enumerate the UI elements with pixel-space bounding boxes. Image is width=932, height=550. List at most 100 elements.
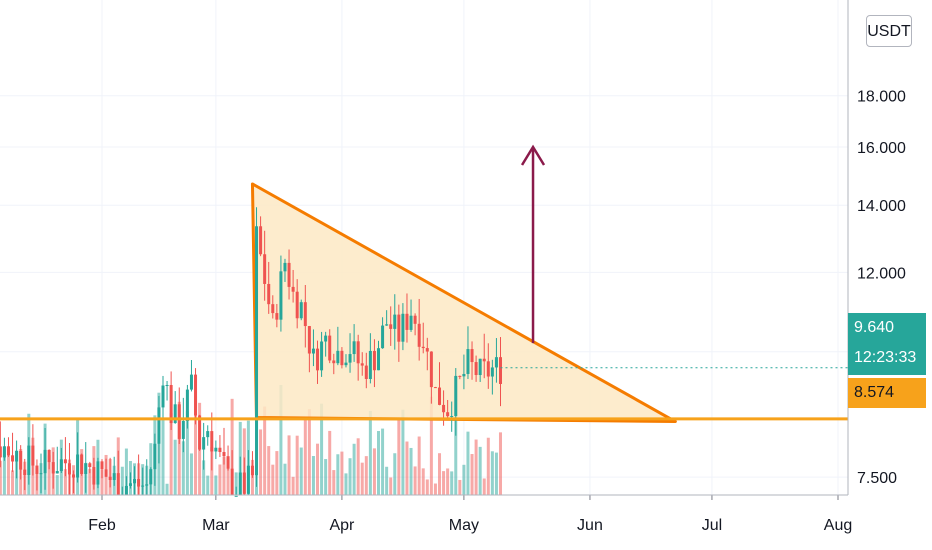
candle [177,387,181,445]
candle [462,354,466,390]
candle [92,457,96,490]
volume-bar [124,448,128,495]
volume-bar [377,431,381,495]
candle [84,442,88,493]
volume-bar [88,469,92,495]
candle [356,334,360,381]
volume-bar [320,403,324,495]
volume-bar [486,437,490,495]
volume-bar [259,429,263,495]
target-arrow-head [520,144,546,166]
volume-bar [446,468,450,495]
volume-bar [210,447,214,495]
volume-bar [311,456,315,495]
candle [450,401,454,432]
candle [104,458,108,477]
candle [198,414,202,451]
candle [324,331,328,357]
candle [116,450,120,495]
candle [185,384,189,429]
candle [51,451,55,489]
candle [128,472,132,489]
candle [145,459,149,495]
volume-bar [263,406,267,495]
currency-badge[interactable]: USDT [866,15,912,47]
candle [206,425,210,446]
candle [59,447,63,474]
volume-bar [11,470,15,495]
candle [161,375,165,418]
y-tick-label: 14.000 [857,198,906,215]
candle [486,343,490,389]
candle [80,453,84,476]
volume-bar [169,413,173,495]
candle [133,466,137,495]
volume-bar [421,468,425,495]
volume-bar [299,447,303,495]
volume-bar [344,473,348,495]
volume-bar [194,395,198,495]
candle [364,352,368,389]
volume-bar [222,456,226,495]
volume-bar [202,460,206,495]
candle [242,457,246,495]
candle [35,459,39,491]
x-tick-label: Aug [824,517,852,534]
volume-bar [397,417,401,495]
candle [474,355,478,382]
candle [112,456,116,486]
y-tick-label: 16.000 [857,140,906,157]
volume-bar [100,469,104,495]
candle [230,450,234,495]
volume-bar [381,428,385,495]
candle [328,329,332,364]
volume-bar [6,447,10,495]
volume-bar [494,452,498,495]
volume-bar [429,396,433,495]
volume-bar [340,451,344,495]
candle [88,461,92,474]
y-tick-label: 18.000 [857,89,906,106]
volume-bar [433,483,437,495]
volume-bar [409,447,413,495]
candle [275,303,279,328]
volume-bar [356,438,360,495]
candle [96,457,100,489]
candle [466,326,470,379]
volume-bar [425,479,429,495]
time-axis[interactable]: Feb Mar Apr May Jun Jul Aug [0,494,852,534]
volume-bar [385,466,389,495]
candle [490,359,494,395]
candle [409,299,413,332]
candle [425,337,429,371]
candle [279,255,283,332]
volume-bar [295,435,299,495]
candle [389,306,393,346]
volume-bar [332,470,336,495]
volume-bar [360,462,364,495]
volume-bar [470,454,474,495]
candle [283,258,287,282]
volume-bar [234,472,238,495]
candle [458,375,462,380]
candle [63,437,67,477]
candle [421,322,425,354]
candle [340,347,344,369]
volume-bar [120,466,124,495]
candle [344,354,348,368]
volume-bar [401,409,405,495]
candle [401,303,405,351]
candle [149,467,153,495]
x-tick-label: Mar [202,517,230,534]
candle [23,458,27,491]
candle [31,424,35,476]
candle [2,437,6,461]
volume-bar [364,456,368,495]
volume-bar [348,458,352,495]
volume-bar [189,453,193,495]
candle [27,437,31,485]
volume-bar [438,453,442,495]
candle [397,304,401,362]
